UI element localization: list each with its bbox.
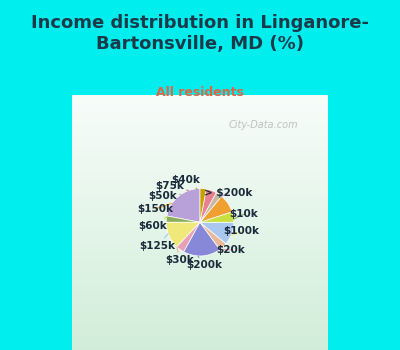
- Bar: [72, 112, 328, 116]
- Bar: [72, 188, 328, 193]
- Text: $125k: $125k: [139, 234, 175, 251]
- Text: Income distribution in Linganore-
Bartonsville, MD (%): Income distribution in Linganore- Barton…: [31, 14, 369, 53]
- Bar: [72, 260, 328, 265]
- Wedge shape: [177, 222, 200, 252]
- Wedge shape: [167, 189, 200, 222]
- Text: $60k: $60k: [139, 217, 167, 231]
- Bar: [72, 299, 328, 303]
- Text: > $200k: > $200k: [204, 188, 253, 198]
- Wedge shape: [200, 193, 222, 222]
- Bar: [72, 94, 328, 99]
- Bar: [72, 167, 328, 171]
- Text: $40k: $40k: [171, 175, 200, 189]
- Wedge shape: [200, 212, 234, 222]
- Bar: [72, 329, 328, 333]
- Wedge shape: [200, 196, 232, 222]
- Wedge shape: [184, 222, 220, 256]
- Bar: [72, 205, 328, 209]
- Bar: [72, 320, 328, 324]
- Bar: [72, 337, 328, 342]
- Bar: [72, 146, 328, 150]
- Wedge shape: [200, 222, 234, 244]
- Bar: [72, 214, 328, 218]
- Bar: [72, 218, 328, 222]
- Bar: [72, 163, 328, 167]
- Bar: [72, 273, 328, 278]
- Bar: [72, 265, 328, 269]
- Bar: [72, 286, 328, 290]
- Text: $30k: $30k: [165, 247, 194, 265]
- Bar: [72, 184, 328, 188]
- Bar: [72, 128, 328, 133]
- Bar: [72, 312, 328, 316]
- Bar: [72, 235, 328, 239]
- Bar: [72, 133, 328, 137]
- Text: $100k: $100k: [223, 226, 259, 237]
- Text: $75k: $75k: [155, 182, 188, 191]
- Bar: [72, 103, 328, 107]
- Bar: [72, 150, 328, 154]
- Text: All residents: All residents: [156, 86, 244, 99]
- Bar: [72, 324, 328, 329]
- Bar: [72, 154, 328, 158]
- Bar: [72, 107, 328, 112]
- Bar: [72, 175, 328, 180]
- Text: $150k: $150k: [137, 203, 173, 214]
- Bar: [72, 141, 328, 146]
- Wedge shape: [200, 222, 226, 250]
- Bar: [72, 256, 328, 260]
- Bar: [72, 116, 328, 120]
- Bar: [72, 346, 328, 350]
- Text: $50k: $50k: [148, 191, 181, 201]
- Bar: [72, 197, 328, 201]
- Bar: [72, 226, 328, 231]
- Bar: [72, 222, 328, 226]
- Bar: [72, 303, 328, 307]
- Bar: [72, 124, 328, 128]
- Bar: [72, 201, 328, 205]
- Bar: [72, 290, 328, 295]
- Bar: [72, 278, 328, 282]
- Text: $20k: $20k: [216, 245, 245, 255]
- Wedge shape: [166, 222, 200, 247]
- Wedge shape: [200, 189, 216, 222]
- Bar: [72, 137, 328, 141]
- Wedge shape: [166, 216, 200, 222]
- Bar: [72, 307, 328, 312]
- Bar: [72, 252, 328, 256]
- Text: $200k: $200k: [186, 256, 222, 270]
- Wedge shape: [200, 189, 206, 222]
- Bar: [72, 120, 328, 124]
- Bar: [72, 193, 328, 197]
- Text: City-Data.com: City-Data.com: [229, 120, 299, 130]
- Bar: [72, 231, 328, 235]
- Bar: [72, 316, 328, 320]
- Bar: [72, 99, 328, 103]
- Bar: [72, 295, 328, 299]
- Bar: [72, 342, 328, 346]
- Bar: [72, 333, 328, 337]
- Bar: [72, 158, 328, 163]
- Bar: [72, 171, 328, 175]
- Bar: [72, 239, 328, 244]
- Bar: [72, 180, 328, 184]
- Bar: [72, 269, 328, 273]
- Bar: [72, 244, 328, 248]
- Bar: [72, 282, 328, 286]
- Bar: [72, 248, 328, 252]
- Text: $10k: $10k: [230, 209, 258, 219]
- Bar: [72, 209, 328, 214]
